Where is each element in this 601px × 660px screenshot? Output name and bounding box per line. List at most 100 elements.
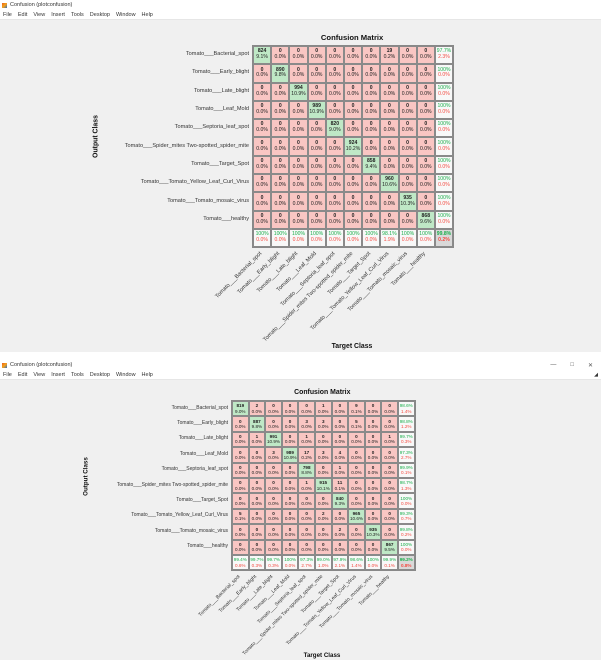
matrix-cell: 0 0.0%	[253, 192, 272, 211]
cell-percent: 0.0%	[367, 424, 379, 430]
menu-window[interactable]: Window	[115, 11, 136, 18]
column-summary-cell: 100% 0.0%	[416, 228, 435, 248]
menu-file[interactable]: File	[3, 371, 12, 378]
cell-value: 0	[255, 511, 259, 517]
cell-percent: 0.0%	[384, 531, 395, 537]
cell-value: 0	[388, 418, 391, 424]
matrix-cell: 0 0.0%	[380, 82, 399, 101]
cell-value: 3	[272, 449, 275, 455]
dock-arrow-icon[interactable]: ◢	[594, 372, 598, 378]
matrix-cell: 0 0.0%	[398, 174, 417, 193]
confusion-matrix-grid: 819 9.0% 2 0.0% 0 0.0% 0 0.0% 0 0.0% 1 0.0% 0 0.0% 9 0.…	[231, 400, 416, 572]
cell-percent: 0.0%	[235, 547, 246, 553]
menu-insert[interactable]: Insert	[51, 371, 65, 378]
matrix-cell: 0 0.0%	[364, 401, 382, 417]
cell-percent: 10.6%	[382, 182, 397, 189]
cell-value: 0	[239, 449, 242, 455]
menu-help[interactable]: Help	[141, 371, 153, 378]
row-summary-cell: 100% 0.0%	[434, 174, 454, 193]
matrix-cell: 0 0.0%	[416, 64, 435, 83]
cell-percent: 0.2%	[438, 237, 450, 244]
matrix-cell: 0 0.0%	[265, 416, 282, 432]
cell-value: 100%	[400, 495, 413, 501]
matrix-cell: 0 0.0%	[281, 477, 299, 494]
row-summary-cell: 100% 0.0%	[397, 539, 415, 555]
cell-percent: 0.0%	[347, 54, 359, 61]
cell-percent: 0.0%	[284, 470, 296, 476]
matrix-cell: 0 0.0%	[348, 431, 365, 448]
menu-edit[interactable]: Edit	[17, 11, 28, 18]
matrix-cell: 0 0.0%	[416, 119, 435, 138]
menu-insert[interactable]: Insert	[51, 11, 65, 18]
menu-desktop[interactable]: Desktop	[89, 11, 110, 18]
maximize-icon[interactable]: □	[570, 362, 574, 368]
cell-percent: 0.3%	[400, 439, 412, 445]
matrix-cell: 0 0.0%	[325, 210, 344, 229]
cell-percent: 0.0%	[284, 562, 296, 568]
matrix-cell: 1 0.0%	[248, 431, 266, 448]
cell-percent: 0.0%	[274, 200, 287, 207]
cell-value: 1	[321, 403, 325, 409]
cell-percent: 0.0%	[384, 501, 395, 507]
cell-percent: 0.0%	[329, 90, 341, 97]
cell-percent: 0.0%	[401, 182, 414, 189]
cell-value: 0	[288, 403, 292, 409]
matrix-cell: 0 0.0%	[364, 416, 382, 432]
cell-percent: 0.0%	[274, 54, 287, 61]
cell-percent: 0.0%	[274, 90, 287, 97]
output-class-labels: Tomato___Bacterial_spot Tomato___Early_bl…	[0, 45, 249, 228]
matrix-cell: 0 0.0%	[380, 119, 399, 138]
matrix-cell: 0 0.0%	[281, 508, 299, 525]
menu-edit[interactable]: Edit	[17, 371, 28, 378]
matrix-cell: 0 0.0%	[325, 46, 344, 65]
matrix-cell: 0 0.0%	[380, 137, 399, 156]
matrix-cell: 798 8.8%	[298, 462, 315, 478]
cell-percent: 0.0%	[365, 90, 378, 97]
menu-window[interactable]: Window	[115, 371, 136, 378]
minimize-icon[interactable]: —	[550, 362, 557, 368]
cell-percent: 1.4%	[400, 408, 412, 414]
cell-percent: 0.0%	[292, 72, 305, 79]
menu-tools[interactable]: Tools	[70, 371, 84, 378]
cell-value: 0	[388, 449, 391, 455]
cell-value: 0	[333, 194, 337, 201]
menu-file[interactable]: File	[3, 11, 12, 18]
matrix-cell: 0 0.0%	[362, 210, 381, 229]
cell-percent: 0.0%	[347, 200, 359, 207]
cell-value: 0	[406, 84, 410, 91]
cell-percent: 0.0%	[334, 454, 346, 460]
matrix-cell: 0 0.0%	[325, 192, 344, 211]
cell-percent: 0.1%	[351, 408, 362, 414]
menu-tools[interactable]: Tools	[70, 11, 84, 18]
cell-percent: 0.0%	[284, 439, 296, 445]
confusion-window-1: Confusion (plotconfusion) File Edit View In…	[0, 0, 601, 352]
matrix-cell: 0 0.0%	[232, 416, 249, 432]
cell-value: 0	[406, 121, 410, 128]
cell-value: 2	[321, 511, 325, 517]
row-label: Tomato___Late_blight	[178, 435, 228, 442]
cell-value: 19	[386, 48, 393, 55]
matrix-cell: 0 0.0%	[343, 100, 363, 120]
cell-percent: 0.0%	[419, 109, 432, 116]
menu-view[interactable]: View	[33, 11, 46, 18]
cell-value: 0	[351, 176, 355, 183]
matrix-cell: 0 0.0%	[314, 431, 332, 448]
cell-percent: 0.0%	[301, 547, 312, 553]
menu-help[interactable]: Help	[141, 11, 153, 18]
cell-percent: 0.0%	[268, 531, 279, 537]
matrix-cell: 0 0.0%	[271, 210, 290, 229]
menu-desktop[interactable]: Desktop	[89, 371, 110, 378]
cell-percent: 0.0%	[268, 408, 279, 414]
cell-value: 0	[297, 121, 300, 128]
close-icon[interactable]: ✕	[587, 362, 593, 369]
matrix-cell: 0 0.0%	[253, 119, 272, 138]
cell-value: 0	[355, 495, 358, 501]
cell-percent: 2.7%	[301, 562, 312, 568]
menu-view[interactable]: View	[33, 371, 46, 378]
matrix-cell: 867 9.5%	[381, 539, 398, 555]
matrix-cell: 0 0.0%	[265, 462, 282, 478]
cell-percent: 0.0%	[401, 54, 414, 61]
cell-percent: 0.0%	[274, 109, 287, 116]
overall-accuracy-cell: 99.2% 0.8%	[397, 554, 415, 571]
cell-value: 0	[371, 449, 375, 455]
